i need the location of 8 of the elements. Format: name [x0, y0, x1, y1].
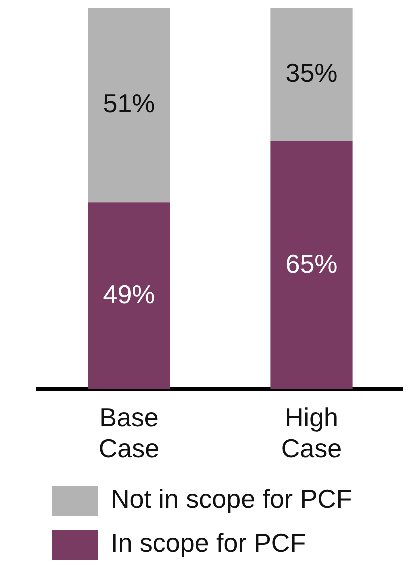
x-tick-label: Base Case: [98, 402, 160, 464]
data-label: 65%: [286, 248, 338, 279]
x-tick-label: High Case: [281, 402, 342, 464]
data-label: 51%: [103, 88, 156, 118]
legend-label: Not in scope for PCF: [111, 484, 352, 514]
data-label: 49%: [103, 279, 156, 310]
legend-label: In scope for PCF: [111, 528, 306, 558]
data-label: 35%: [286, 58, 338, 88]
